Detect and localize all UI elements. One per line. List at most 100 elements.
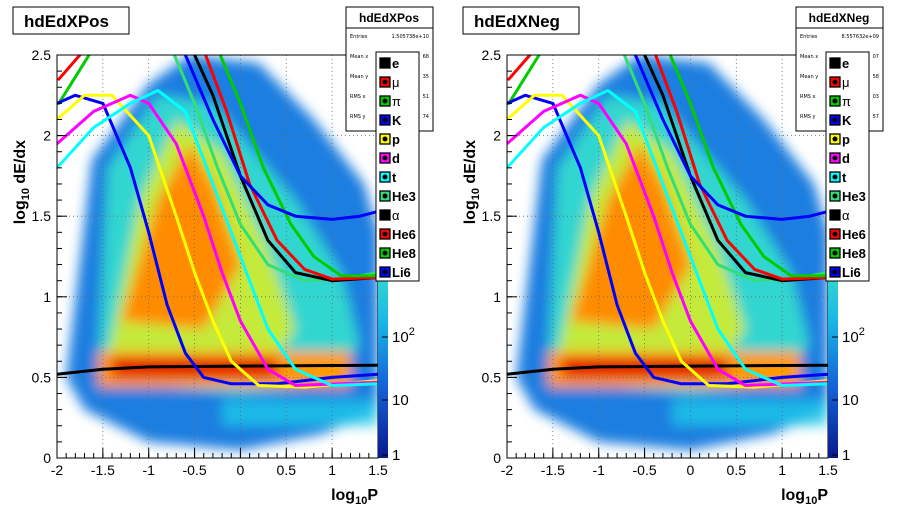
legend-marker-dot xyxy=(832,174,838,180)
x-tick-label: 0.5 xyxy=(277,462,297,478)
z-tick-base: 10 xyxy=(392,392,409,409)
legend-marker-dot xyxy=(832,269,838,275)
z-tick-base: 10 xyxy=(842,392,859,409)
heatmap-density xyxy=(66,55,378,450)
plot-panel-1: -2 -1.5 -1 -0.5 0 0.5 1 1.500.511.522.5log10Plo… xyxy=(462,6,884,507)
legend-label: He6 xyxy=(392,227,416,242)
curve-K xyxy=(507,93,828,386)
legend-item-Li6: Li6 xyxy=(379,265,411,280)
stats-row-value: 1.505738e+10 xyxy=(392,34,430,40)
legend-label: He6 xyxy=(842,227,866,242)
legend-label: K xyxy=(392,113,402,128)
legend-item-K: K xyxy=(379,113,402,128)
y-tick-label: 1 xyxy=(43,289,51,305)
heatmap-region-core xyxy=(121,143,241,330)
x-tick-label: -0.5 xyxy=(633,462,657,478)
legend-item-d: d xyxy=(829,151,850,166)
stats-row-value: 35 xyxy=(423,74,429,80)
title-box-frame xyxy=(462,6,580,35)
legend-label: He8 xyxy=(392,246,416,261)
y-tick-label: 0.5 xyxy=(32,369,52,385)
legend-item-p: p xyxy=(829,132,850,147)
legend-label: α xyxy=(842,208,850,223)
y-tick-label: 1.5 xyxy=(32,208,52,224)
legend-marker-dot xyxy=(382,136,388,142)
legend-marker-dot xyxy=(382,155,388,161)
stats-row-value: 57 xyxy=(873,114,879,120)
y-tick-label: 2 xyxy=(493,128,501,144)
z-tick-exponent: 2 xyxy=(409,326,415,338)
y-tick-label: 0 xyxy=(493,450,501,466)
curve-Li6 xyxy=(633,55,828,221)
legend-item-He6: He6 xyxy=(379,227,416,242)
x-axis-title-sub: 10 xyxy=(805,495,817,507)
grid-lines xyxy=(57,55,378,458)
legend-marker-dot xyxy=(832,155,838,161)
legend-item-He8: He8 xyxy=(829,246,866,261)
legend-label: π xyxy=(842,94,851,109)
stats-row-value: 03 xyxy=(873,94,879,100)
curve-p xyxy=(57,93,378,389)
curve-t xyxy=(507,89,828,387)
x-tick-label: -1.5 xyxy=(91,462,115,478)
legend-label: p xyxy=(392,132,400,147)
legend-marker-dot xyxy=(832,231,838,237)
curve-group xyxy=(57,55,378,389)
legend-marker-dot xyxy=(382,269,388,275)
curve-t xyxy=(57,89,378,387)
x-tick-label: -1 xyxy=(592,462,605,478)
legend-marker-dot xyxy=(382,79,388,85)
heatmap-band-low xyxy=(222,399,378,426)
curve-He6 xyxy=(654,55,828,281)
y-tick-label: 1.5 xyxy=(482,208,502,224)
legend-item-t: t xyxy=(829,170,847,185)
curve-e xyxy=(507,363,828,376)
x-tick-label: -1.5 xyxy=(541,462,565,478)
stats-row-label: Entries xyxy=(800,34,818,40)
legend-label: t xyxy=(842,170,847,185)
legend-marker-dot xyxy=(382,231,388,237)
x-axis-title: log10P xyxy=(781,487,828,507)
y-axis-title-tail: dE/dx xyxy=(462,140,479,188)
z-tick-label: 10 xyxy=(842,392,859,409)
y-axis-title: log10 dE/dx xyxy=(462,140,482,224)
legend-item-α: α xyxy=(379,208,400,223)
x-axis-title-tail: P xyxy=(367,487,378,504)
legend-item-μ: μ xyxy=(829,75,850,90)
curve-π xyxy=(57,55,91,105)
legend-marker-dot xyxy=(380,210,390,220)
z-tick-label: 10 xyxy=(392,392,409,409)
legend-marker-dot xyxy=(382,98,388,104)
z-tick-base: 1 xyxy=(842,447,850,464)
curve-d xyxy=(507,93,828,387)
legend-label: Li6 xyxy=(392,265,411,280)
panel-title: hdEdXNeg xyxy=(474,12,560,31)
y-tick-label: 1 xyxy=(493,289,501,305)
z-tick-label: 102 xyxy=(392,326,415,346)
z-tick-base: 10 xyxy=(842,329,859,346)
stats-row-value: 68 xyxy=(423,54,429,60)
legend-item-μ: μ xyxy=(379,75,400,90)
stats-row-label: RMS y xyxy=(350,114,366,120)
x-axis-title: log10P xyxy=(331,487,378,507)
legend-marker-dot xyxy=(832,136,838,142)
legend-item-He3: He3 xyxy=(379,189,416,204)
x-tick-label: 1 xyxy=(328,462,336,478)
z-tick-base: 1 xyxy=(392,447,400,464)
legend-marker-dot xyxy=(382,60,388,66)
z-tick-label: 1 xyxy=(842,447,850,464)
curve-μ xyxy=(507,55,532,81)
y-axis-title-tail: dE/dx xyxy=(12,140,29,188)
curve-d xyxy=(57,93,378,387)
legend-marker-dot xyxy=(382,193,388,199)
legend-label: e xyxy=(842,56,849,71)
heatmap-body xyxy=(66,55,378,450)
y-tick-label: 2.5 xyxy=(482,47,502,63)
legend-marker-dot xyxy=(830,210,840,220)
legend-marker-dot xyxy=(382,250,388,256)
curve-He8 xyxy=(218,55,378,278)
x-axis-title-tail: P xyxy=(817,487,828,504)
stats-row-value: 58 xyxy=(873,74,879,80)
stats-row-value: 51 xyxy=(423,94,429,100)
